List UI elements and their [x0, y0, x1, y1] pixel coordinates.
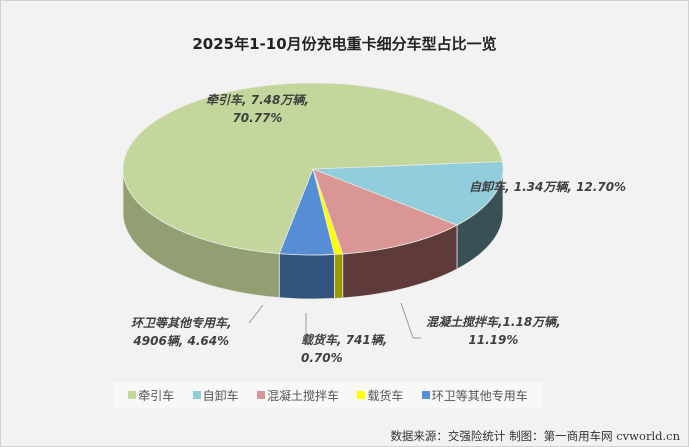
label-dump: 自卸车, 1.34万辆, 12.70%: [469, 178, 626, 196]
legend-swatch: [256, 391, 265, 399]
legend-swatch: [357, 391, 366, 399]
label-line: 0.70%: [301, 351, 343, 365]
label-line: 自卸车, 1.34万辆, 12.70%: [469, 180, 627, 194]
legend-item: 混凝土搅拌车: [256, 387, 339, 404]
label-line: 4906辆, 4.64%: [133, 334, 230, 348]
label-tractor: 牵引车, 7.48万辆, 70.77%: [206, 91, 309, 127]
label-cargo: 载货车, 741辆, 0.70%: [301, 331, 387, 367]
pie-slice-0: [312, 161, 504, 226]
pie-slice-4: [122, 82, 503, 255]
leader-line-2: [248, 304, 264, 324]
label-line: 混凝土搅拌车,1.18万辆,: [426, 315, 561, 329]
pie-side-2: [334, 253, 344, 299]
source-note: 数据来源：交强险统计 制图：第一商用车网 cvworld.cn: [390, 429, 680, 443]
legend-label: 环卫等其他专用车: [431, 388, 528, 403]
legend-label: 自卸车: [202, 388, 239, 403]
legend-item: 牵引车: [128, 387, 174, 404]
legend-item: 自卸车: [192, 387, 239, 404]
label-mixer: 混凝土搅拌车,1.18万辆, 11.19%: [426, 313, 561, 349]
label-line: 牵引车, 7.48万辆,: [206, 93, 309, 107]
legend-item: 载货车: [357, 387, 403, 404]
label-line: 载货车, 741辆,: [301, 333, 388, 347]
legend-label: 牵引车: [138, 388, 175, 403]
legend-item: 环卫等其他专用车: [421, 387, 528, 404]
legend-swatch: [192, 391, 201, 399]
legend-swatch: [128, 391, 137, 399]
legend-label: 载货车: [367, 388, 404, 403]
legend-label: 混凝土搅拌车: [266, 388, 339, 403]
label-sanitation: 环卫等其他专用车, 4906辆, 4.64%: [131, 314, 232, 350]
label-line: 环卫等其他专用车,: [131, 316, 232, 330]
pie-slice-1: [312, 168, 458, 255]
pie-side-3: [278, 253, 335, 300]
legend: 牵引车 自卸车 混凝土搅拌车 载货车 环卫等其他专用车: [113, 382, 543, 408]
leader-line-0: [400, 302, 421, 339]
label-line: 70.77%: [232, 111, 283, 125]
chart-title: 2025年1-10月份充电重卡细分车型占比一览: [192, 35, 497, 53]
legend-swatch: [421, 391, 430, 399]
label-line: 11.19%: [468, 333, 519, 347]
